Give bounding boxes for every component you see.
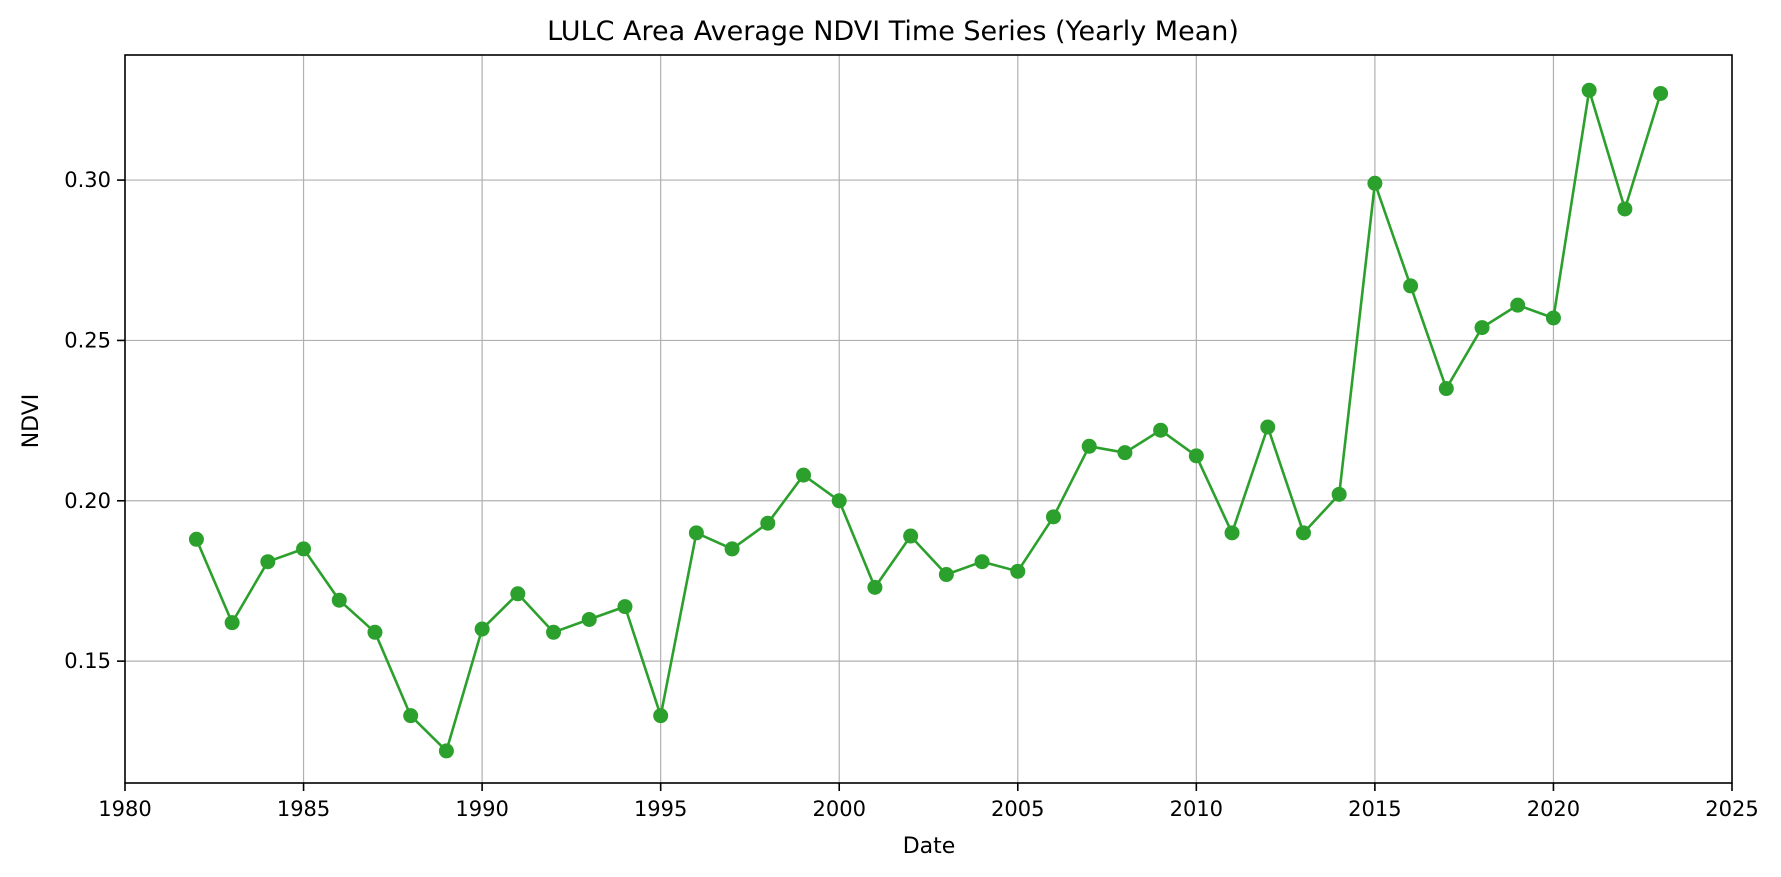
data-point	[974, 554, 990, 570]
data-point	[867, 579, 883, 595]
axis-ticks: 1980 1985 1990 1995 2000 2005 2010 2015 2020 2025…	[64, 168, 1758, 821]
data-point	[1045, 509, 1061, 525]
data-point	[1617, 201, 1633, 217]
x-tick-label: 2000	[812, 797, 865, 821]
y-tick-label: 0.15	[64, 649, 111, 673]
data-point	[438, 743, 454, 759]
series-ndvi	[188, 82, 1669, 759]
data-point	[474, 621, 490, 637]
data-point	[510, 586, 526, 602]
data-point	[546, 624, 562, 640]
data-point	[1010, 563, 1026, 579]
chart-title: LULC Area Average NDVI Time Series (Year…	[547, 16, 1239, 47]
data-point	[331, 592, 347, 608]
x-tick-label: 2015	[1348, 797, 1401, 821]
data-point	[760, 515, 776, 531]
data-point	[1331, 486, 1347, 502]
data-point	[688, 525, 704, 541]
data-point	[1153, 422, 1169, 438]
series-line	[195, 89, 1662, 753]
data-point	[403, 708, 419, 724]
data-point	[367, 624, 383, 640]
data-point	[617, 599, 633, 615]
data-point	[1188, 448, 1204, 464]
data-point	[1545, 310, 1561, 326]
data-point	[938, 567, 954, 583]
data-point	[1403, 278, 1419, 294]
x-tick-label: 1985	[277, 797, 330, 821]
x-tick-label: 2005	[991, 797, 1044, 821]
data-point	[260, 554, 276, 570]
data-point	[724, 541, 740, 557]
x-tick-label: 1995	[634, 797, 687, 821]
x-tick-label: 1990	[455, 797, 508, 821]
data-point	[831, 493, 847, 509]
plot-frame	[124, 54, 1733, 784]
data-point	[188, 531, 204, 547]
data-point	[796, 467, 812, 483]
data-point	[1224, 525, 1240, 541]
data-point	[653, 708, 669, 724]
data-point	[903, 528, 919, 544]
data-point	[1438, 381, 1454, 397]
x-tick-label: 2025	[1705, 797, 1758, 821]
y-tick-label: 0.30	[64, 168, 111, 192]
data-point	[1117, 445, 1133, 461]
y-axis-label: NDVI	[19, 394, 44, 449]
data-point	[1295, 525, 1311, 541]
data-point	[1510, 297, 1526, 313]
data-point	[581, 611, 597, 627]
grid-lines	[125, 55, 1732, 783]
data-point	[1260, 419, 1276, 435]
data-point	[1653, 85, 1669, 101]
data-point	[1474, 320, 1490, 336]
x-tick-label: 2010	[1170, 797, 1223, 821]
data-point	[224, 615, 240, 631]
x-tick-label: 1980	[98, 797, 151, 821]
y-tick-label: 0.20	[64, 489, 111, 513]
x-axis-label: Date	[903, 834, 956, 859]
data-point	[1081, 438, 1097, 454]
data-point	[1581, 82, 1597, 98]
data-point	[296, 541, 312, 557]
data-point	[1367, 175, 1383, 191]
x-tick-label: 2020	[1527, 797, 1580, 821]
y-tick-label: 0.25	[64, 328, 111, 352]
